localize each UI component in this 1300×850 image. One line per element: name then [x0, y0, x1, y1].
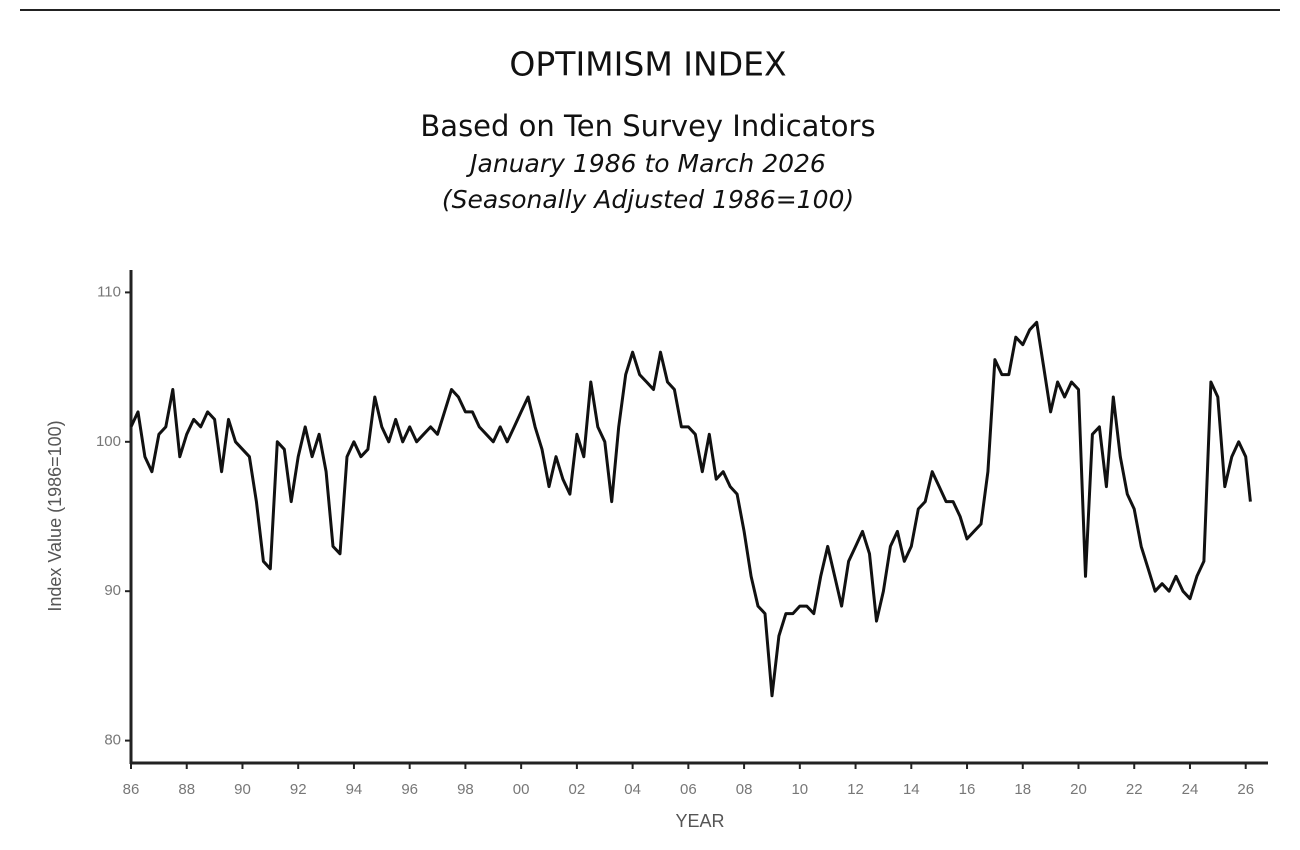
y-tick-label: 110 — [97, 283, 121, 300]
x-tick-label: 98 — [457, 781, 474, 798]
x-tick-label: 00 — [513, 781, 530, 798]
index-line — [129, 320, 1252, 698]
x-tick-label: 12 — [847, 781, 864, 798]
y-tick-label: 90 — [104, 582, 121, 599]
note: January 1986 to March 2026 — [465, 149, 826, 178]
x-tick-label: 16 — [959, 781, 976, 798]
x-tick-label: 88 — [178, 781, 195, 798]
x-tick-label: 08 — [736, 781, 753, 798]
x-tick-label: 22 — [1126, 781, 1143, 798]
chart-title: OPTIMISM INDEX — [509, 45, 786, 84]
y-axis-label: Index Value (1986=100) — [45, 420, 65, 611]
x-tick-label: 26 — [1237, 781, 1254, 798]
x-tick-label: 86 — [123, 781, 140, 798]
x-tick-label: 24 — [1182, 781, 1199, 798]
y-tick-label: 100 — [96, 433, 121, 450]
x-tick-label: 18 — [1014, 781, 1031, 798]
x-axis-label: YEAR — [675, 811, 724, 831]
x-tick-label: 20 — [1070, 781, 1087, 798]
y-tick-label: 80 — [104, 732, 121, 749]
x-tick-label: 06 — [680, 781, 697, 798]
x-tick-label: 14 — [903, 781, 920, 798]
x-tick-label: 94 — [346, 781, 363, 798]
x-tick-label: 04 — [624, 781, 641, 798]
note: (Seasonally Adjusted 1986=100) — [442, 185, 854, 214]
x-tick-label: 90 — [234, 781, 251, 798]
x-tick-label: 02 — [569, 781, 586, 798]
x-tick-label: 10 — [791, 781, 808, 798]
x-tick-label: 96 — [401, 781, 418, 798]
chart-subtitle: Based on Ten Survey Indicators — [420, 109, 875, 143]
x-tick-label: 92 — [290, 781, 307, 798]
